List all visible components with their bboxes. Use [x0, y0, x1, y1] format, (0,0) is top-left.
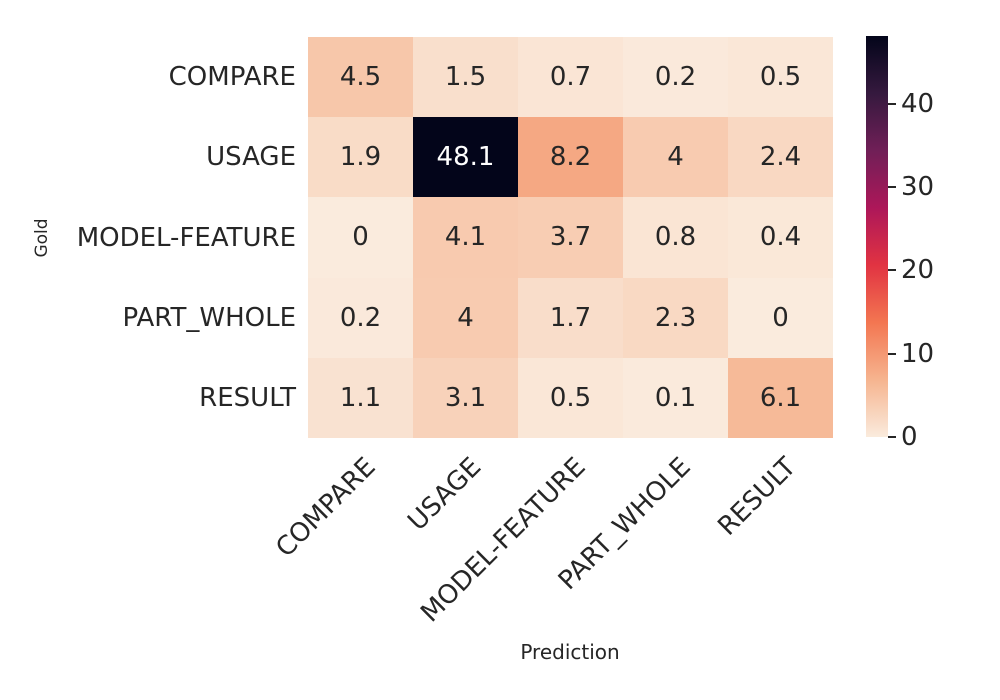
- heatmap-cell: 3.1: [413, 357, 518, 438]
- y-axis-tick-labels: COMPARE USAGE MODEL-FEATURE PART_WHOLE RESUL…: [0, 37, 296, 438]
- cell-value: 0.7: [549, 62, 592, 93]
- heatmap-cell: 0.2: [623, 37, 728, 118]
- heatmap-cell: 0: [308, 197, 413, 278]
- heatmap-cell: 1.9: [308, 117, 413, 198]
- cell-value: 48.1: [436, 142, 495, 173]
- colorbar-tick-label: 0: [901, 422, 918, 452]
- cell-value: 8.2: [549, 142, 592, 173]
- colorbar-tick-mark: [888, 102, 896, 105]
- x-axis-title: Prediction: [520, 640, 620, 664]
- colorbar-tick-mark: [888, 436, 896, 438]
- col-tick-label: COMPARE: [270, 452, 382, 564]
- cell-value: 0.1: [654, 382, 697, 413]
- y-axis-title: Gold: [32, 218, 52, 258]
- cell-value: 0.5: [549, 382, 592, 413]
- heatmap-cell: 3.7: [518, 197, 623, 278]
- colorbar-tick-mark: [888, 269, 896, 272]
- heatmap-cell: 0.5: [728, 37, 833, 118]
- cell-value: 0: [352, 222, 369, 253]
- cell-value: 1.1: [339, 382, 382, 413]
- heatmap-cell: 4.5: [308, 37, 413, 118]
- row-tick-label: COMPARE: [168, 62, 296, 93]
- cell-value: 1.9: [339, 142, 382, 173]
- heatmap-cell: 8.2: [518, 117, 623, 198]
- heatmap-cell: 4.1: [413, 197, 518, 278]
- heatmap-grid: 4.5 1.5 0.7 0.2 0.5 1.9 48.1 8.2 4 2.4 0 4.1 3.7 0.8 0…: [308, 37, 833, 438]
- row-tick-label: USAGE: [206, 142, 296, 173]
- cell-value: 4: [667, 142, 684, 173]
- heatmap-cell: 4: [413, 277, 518, 358]
- colorbar-tick-mark: [888, 185, 896, 188]
- cell-value: 0.5: [759, 62, 802, 93]
- cell-value: 0.2: [654, 62, 697, 93]
- cell-value: 0.4: [759, 222, 802, 253]
- heatmap-cell: 0.7: [518, 37, 623, 118]
- colorbar-tick-label: 40: [901, 88, 935, 119]
- cell-value: 4.5: [339, 62, 382, 93]
- col-tick-label: USAGE: [401, 452, 487, 537]
- row-tick-label: RESULT: [199, 382, 296, 413]
- cell-value: 2.4: [759, 142, 802, 173]
- heatmap-cell: 48.1: [413, 117, 518, 198]
- heatmap-cell: 0.1: [623, 357, 728, 438]
- cell-value: 1.5: [444, 62, 487, 93]
- cell-value: 1.7: [549, 302, 592, 333]
- heatmap-cell: 0.8: [623, 197, 728, 278]
- cell-value: 0: [772, 302, 789, 333]
- heatmap-cell: 2.4: [728, 117, 833, 198]
- colorbar-tick-label: 20: [901, 255, 935, 286]
- heatmap-cell: 0: [728, 277, 833, 358]
- cell-value: 3.1: [444, 382, 487, 413]
- col-tick-label: RESULT: [712, 452, 802, 542]
- row-tick-label: PART_WHOLE: [122, 302, 297, 333]
- cell-value: 4: [457, 302, 474, 333]
- colorbar-tick-mark: [888, 352, 896, 355]
- colorbar-tick-label: 30: [901, 171, 935, 202]
- heatmap-cell: 0.2: [308, 277, 413, 358]
- cell-value: 3.7: [549, 222, 592, 253]
- heatmap-cell: 2.3: [623, 277, 728, 358]
- heatmap-cell: 1.1: [308, 357, 413, 438]
- cell-value: 6.1: [759, 382, 802, 413]
- cell-value: 4.1: [444, 222, 487, 253]
- cell-value: 0.8: [654, 222, 697, 253]
- heatmap-cell: 4: [623, 117, 728, 198]
- row-tick-label: MODEL-FEATURE: [76, 222, 296, 253]
- heatmap-cell: 6.1: [728, 357, 833, 438]
- heatmap-cell: 1.5: [413, 37, 518, 118]
- heatmap-cell: 0.4: [728, 197, 833, 278]
- heatmap-cell: 0.5: [518, 357, 623, 438]
- cell-value: 2.3: [654, 302, 697, 333]
- heatmap-cell: 1.7: [518, 277, 623, 358]
- colorbar-gradient: [866, 36, 888, 437]
- colorbar-tick-label: 10: [901, 338, 935, 369]
- cell-value: 0.2: [339, 302, 382, 333]
